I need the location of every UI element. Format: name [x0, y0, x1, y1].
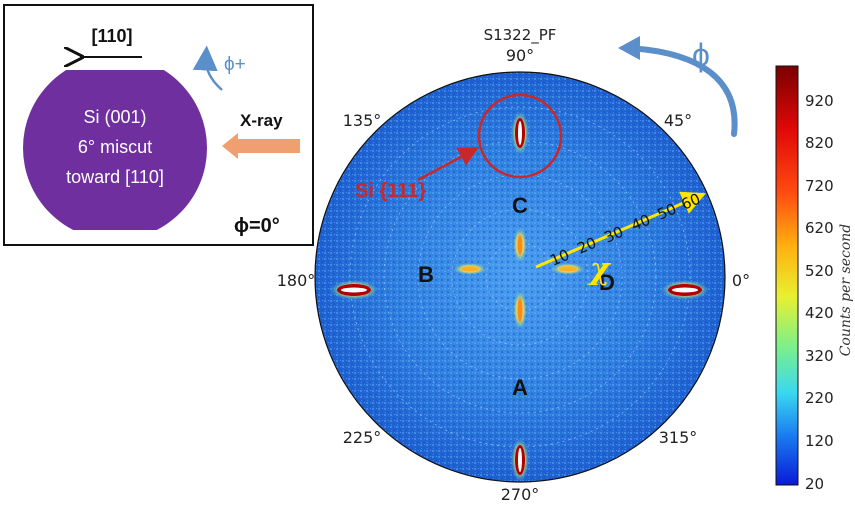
phi-zero-label: ϕ=0° [234, 215, 280, 237]
wafer-line-1: Si (001) [83, 107, 146, 127]
phi-plus-arrow [192, 45, 223, 91]
cbar-tick-520: 520 [805, 262, 834, 280]
angle-label-225: 225° [343, 428, 382, 447]
peak-a-core [517, 298, 523, 322]
pole-figure: S1322_PF [277, 26, 750, 504]
peak-label-d: D [599, 270, 615, 295]
cbar-tick-820: 820 [805, 134, 834, 152]
colorbar: 920 820 720 620 520 420 320 220 120 20 C… [775, 65, 854, 493]
peak-c-core [517, 235, 523, 255]
xray-arrow [222, 133, 300, 159]
peak-label-a: A [512, 375, 528, 400]
cbar-tick-20: 20 [805, 475, 824, 493]
si111-highlight-circle [477, 93, 563, 179]
angle-label-270: 270° [501, 485, 540, 504]
angle-label-0: 0° [732, 271, 750, 290]
peak-b-core [461, 266, 479, 272]
cbar-tick-420: 420 [805, 304, 834, 322]
cbar-tick-220: 220 [805, 389, 834, 407]
cbar-tick-120: 120 [805, 432, 834, 450]
colorbar-label: Counts per second [838, 224, 854, 357]
wafer-disc [23, 70, 207, 230]
colorbar-ticks: 920 820 720 620 520 420 320 220 120 20 [805, 92, 834, 493]
phi-rotation-arrowhead [618, 36, 640, 60]
chi-grid-rings [349, 106, 691, 448]
angle-label-90: 90° [506, 46, 534, 65]
si111-peak-left-center [341, 287, 367, 293]
colorbar-gradient [775, 65, 799, 486]
phi-symbol: ϕ [692, 37, 710, 73]
angle-label-315: 315° [659, 428, 698, 447]
chi-arrow [535, 191, 707, 269]
peak-label-c: C [512, 193, 528, 218]
phi-angle-labels: 90° 45° 0° 135° 180° 225° 270° 315° [277, 46, 750, 504]
wafer-line-2: 6° miscut [78, 137, 152, 157]
cbar-tick-720: 720 [805, 177, 834, 195]
si111-peak-bottom-center [518, 448, 522, 472]
angle-label-45: 45° [664, 111, 692, 130]
peak-label-b: B [418, 262, 434, 287]
pole-figure-noise [315, 72, 725, 482]
pole-figure-title: S1322_PF [484, 26, 557, 45]
cbar-tick-320: 320 [805, 347, 834, 365]
si111-peaks [330, 111, 709, 482]
cbar-tick-620: 620 [805, 219, 834, 237]
si111-label: Si {111} [355, 180, 426, 202]
phi-plus-label: ϕ+ [224, 54, 246, 75]
angle-label-180: 180° [277, 271, 316, 290]
si111-peak-right-center [672, 287, 698, 293]
direction-label: [110] [91, 26, 132, 46]
inset-panel: [110] Si (001) 6° miscut toward [110] ϕ+… [3, 4, 314, 246]
cbar-tick-920: 920 [805, 92, 834, 110]
si111-pointer-arrow [417, 147, 479, 182]
peak-center-cluster [453, 227, 585, 330]
peak-d-core [559, 266, 577, 272]
angle-label-135: 135° [343, 111, 382, 130]
wafer-line-3: toward [110] [66, 167, 164, 187]
phi-rotation-arrow [625, 45, 738, 137]
xray-label: X-ray [240, 111, 283, 130]
si111-peak-top-center [518, 121, 522, 145]
chi-symbol: χ [588, 252, 612, 287]
